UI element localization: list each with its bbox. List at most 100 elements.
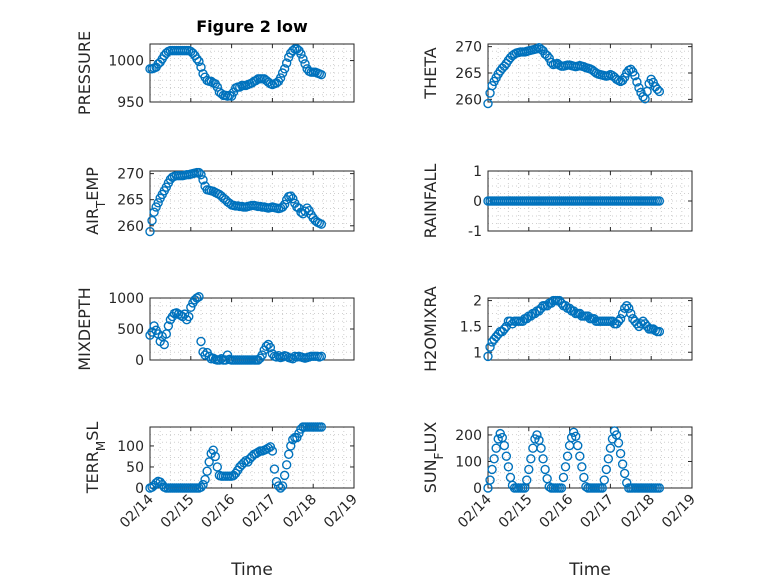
y-axis-label: TERRMSL bbox=[83, 422, 108, 495]
data-point bbox=[632, 77, 642, 87]
data-point bbox=[538, 454, 548, 464]
y-axis-label: THETA bbox=[421, 47, 440, 99]
y-tick-label: 100 bbox=[117, 439, 144, 455]
data-point bbox=[277, 202, 288, 212]
data-point bbox=[151, 478, 161, 488]
y-tick-label: 50 bbox=[126, 460, 144, 476]
data-point bbox=[630, 70, 640, 81]
data-point bbox=[261, 341, 271, 352]
data-point bbox=[487, 464, 497, 475]
data-point bbox=[300, 59, 310, 69]
subplot-h2omixra: 1 1.5 2 H2OMIXRA bbox=[421, 286, 693, 372]
data-point bbox=[275, 483, 286, 493]
data-point bbox=[532, 430, 542, 440]
data-point bbox=[501, 451, 512, 461]
data-point bbox=[163, 321, 174, 331]
y-tick-label: 0 bbox=[135, 353, 144, 369]
series-mixdepth bbox=[145, 292, 327, 365]
data-point bbox=[212, 82, 223, 92]
data-point bbox=[288, 193, 298, 204]
data-point bbox=[192, 54, 202, 64]
data-point bbox=[626, 308, 636, 319]
y-axis-label: MIXDEPTH bbox=[75, 287, 94, 370]
data-point bbox=[286, 441, 296, 451]
chart-title: Figure 2 low bbox=[196, 17, 308, 36]
data-point bbox=[556, 483, 567, 493]
data-point bbox=[149, 321, 159, 331]
data-point bbox=[499, 440, 510, 451]
data-point bbox=[619, 468, 630, 479]
data-point bbox=[599, 475, 609, 485]
data-point bbox=[279, 64, 290, 74]
data-point bbox=[198, 175, 208, 185]
data-point bbox=[265, 342, 276, 353]
data-point bbox=[192, 293, 202, 303]
data-point bbox=[198, 479, 208, 490]
y-tick-label: 1000 bbox=[108, 291, 144, 307]
x-axis-label: Time bbox=[568, 560, 611, 580]
data-point bbox=[536, 443, 546, 453]
data-point bbox=[489, 454, 499, 464]
data-point bbox=[284, 449, 294, 460]
data-point bbox=[210, 451, 220, 462]
y-tick-label: 500 bbox=[117, 322, 144, 338]
y-tick-label: 270 bbox=[455, 40, 482, 56]
data-point bbox=[281, 460, 292, 470]
subplot-mixdepth: 0 500 1000 MIXDEPTH bbox=[75, 287, 355, 371]
data-point bbox=[275, 73, 286, 83]
series-sun_flux bbox=[483, 426, 665, 493]
data-point bbox=[617, 459, 628, 469]
data-point bbox=[273, 481, 284, 491]
series-h2omixra bbox=[483, 295, 665, 362]
x-axis-label: Time bbox=[230, 560, 273, 580]
data-point bbox=[296, 49, 306, 59]
data-point bbox=[212, 462, 223, 472]
data-point bbox=[571, 431, 581, 441]
series-air_temp bbox=[145, 167, 327, 237]
data-point bbox=[194, 292, 204, 302]
data-point bbox=[196, 336, 206, 347]
axes-box bbox=[149, 170, 355, 232]
y-tick-label: 1.5 bbox=[460, 319, 482, 335]
series-theta bbox=[483, 42, 665, 109]
subplot-air_temp: 260 265 270 AIRTEMP bbox=[83, 167, 355, 237]
data-point bbox=[267, 446, 278, 456]
axes-box bbox=[487, 297, 693, 361]
data-point bbox=[499, 324, 510, 334]
data-point bbox=[542, 50, 552, 61]
y-axis-label: H2OMIXRA bbox=[421, 286, 440, 372]
series-terr_msl bbox=[145, 422, 327, 493]
data-point bbox=[491, 443, 501, 453]
data-point bbox=[540, 464, 550, 475]
y-tick-label: 2 bbox=[473, 294, 482, 310]
axes-box bbox=[149, 426, 355, 489]
data-point bbox=[634, 83, 644, 93]
data-point bbox=[253, 447, 263, 457]
data-point bbox=[615, 313, 626, 324]
data-point bbox=[196, 169, 206, 180]
y-tick-label: 260 bbox=[455, 92, 482, 108]
y-tick-label: 260 bbox=[117, 219, 144, 235]
data-point bbox=[153, 198, 163, 208]
data-point bbox=[524, 464, 534, 475]
data-point bbox=[558, 472, 569, 483]
data-point bbox=[316, 351, 327, 361]
subplot-pressure: 950 1000 PRESSURE Figure 2 low bbox=[75, 17, 355, 115]
data-point bbox=[279, 470, 290, 481]
y-tick-label: 200 bbox=[455, 428, 482, 444]
data-point bbox=[654, 86, 665, 97]
data-point bbox=[575, 451, 585, 461]
data-point bbox=[654, 196, 665, 206]
data-point bbox=[603, 454, 614, 464]
y-axis-label: SUNFLUX bbox=[421, 422, 446, 494]
data-point bbox=[622, 301, 632, 311]
y-tick-label: 950 bbox=[117, 95, 144, 111]
series-rainfall bbox=[483, 196, 665, 206]
data-point bbox=[288, 45, 298, 56]
y-tick-label: 0 bbox=[473, 194, 482, 210]
data-point bbox=[636, 319, 646, 329]
y-tick-label: 265 bbox=[455, 66, 482, 82]
data-point bbox=[615, 448, 626, 459]
data-point bbox=[277, 481, 288, 491]
